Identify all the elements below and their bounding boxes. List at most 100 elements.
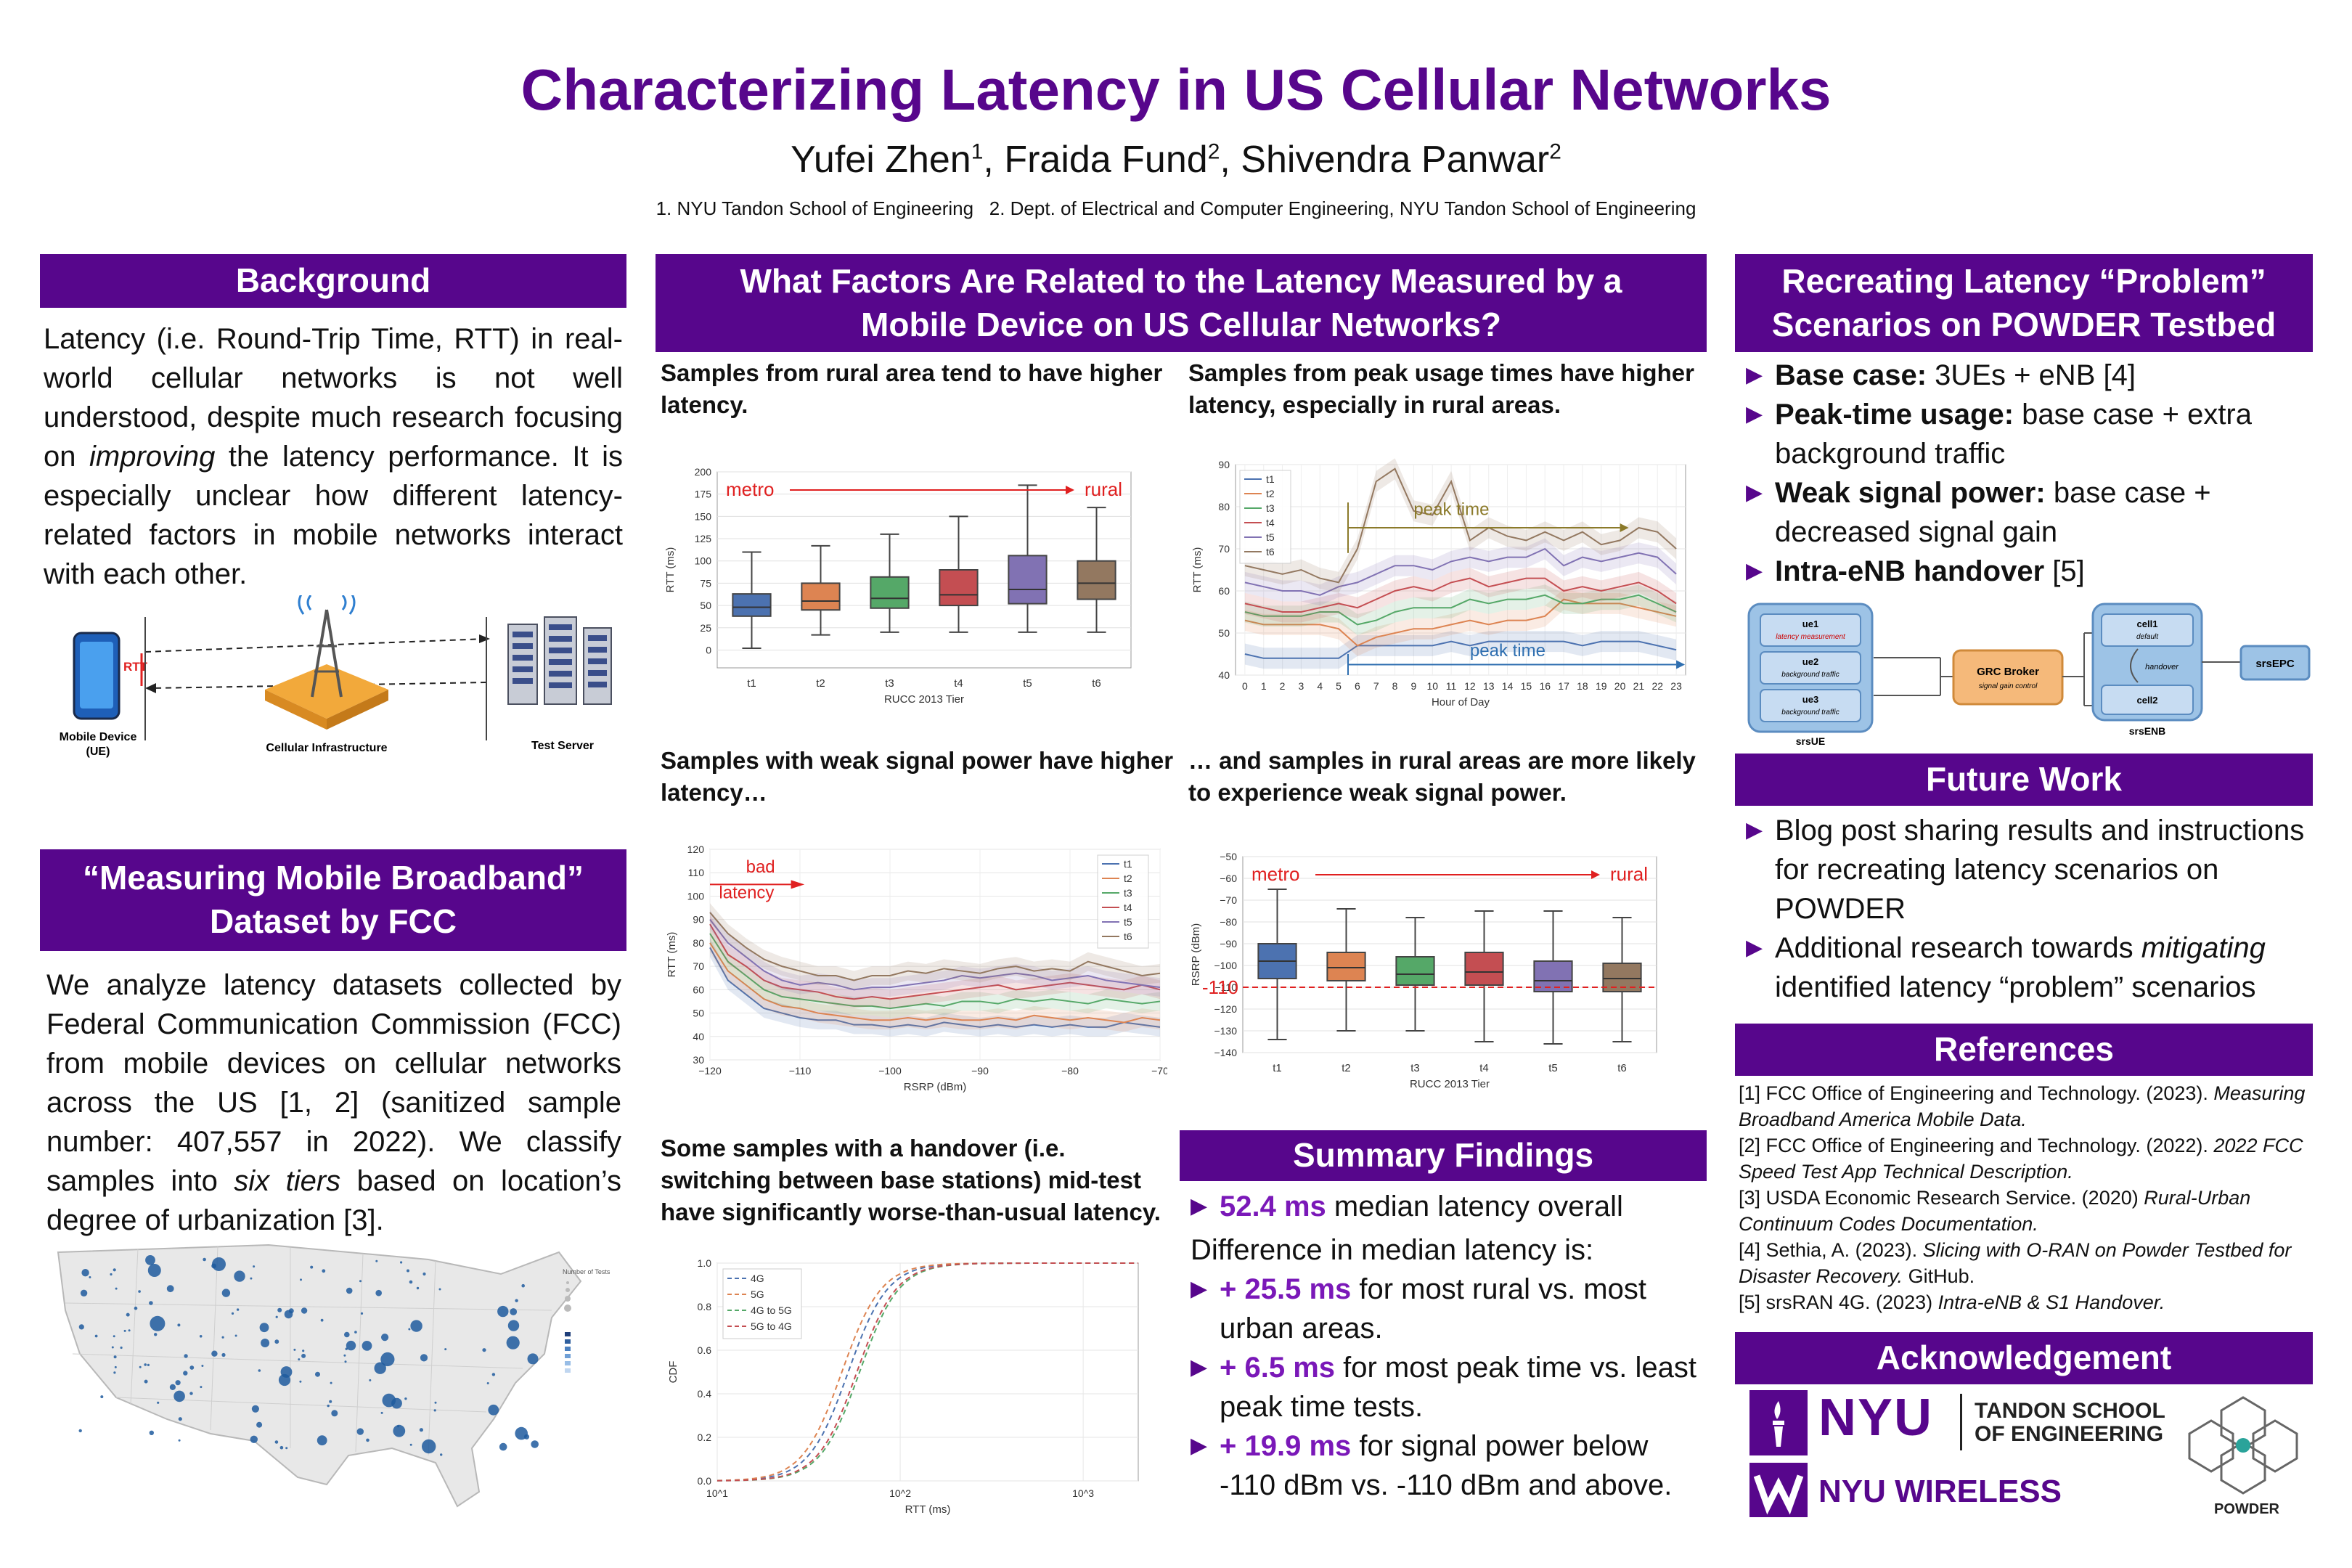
bullet-triangle-icon: ▶ (1746, 363, 1763, 387)
x-tick-label: 10^3 (1072, 1487, 1094, 1499)
confidence-band (1244, 584, 1677, 635)
item-text: [5] (2044, 555, 2085, 587)
server-rack-icon (507, 616, 612, 705)
sample-dot (211, 1350, 218, 1357)
tandon-line-2: OF ENGINEERING (1975, 1422, 2164, 1446)
legend-label: t5 (1266, 531, 1275, 543)
sample-dot (201, 1365, 204, 1367)
srsenb-label: srsENB (2129, 725, 2166, 737)
x-tick-label: 19 (1596, 680, 1607, 692)
summary-text: for most rural vs. most urban areas. (1220, 1273, 1646, 1344)
sample-dot (499, 1442, 507, 1451)
sample-dot (404, 1397, 407, 1400)
sample-dot (300, 1278, 302, 1281)
ref-text: [2] FCC Office of Engineering and Techno… (1739, 1135, 2214, 1156)
dataset-text-part: based on location’s degree of urbanizati… (46, 1165, 621, 1236)
cell1-sub: default (2136, 633, 2159, 641)
x-tick-label: 18 (1577, 680, 1588, 692)
sample-dot (507, 1320, 520, 1331)
y-tick-label: 0.0 (698, 1475, 712, 1487)
ref-text: [4] Sethia, A. (2023). (1739, 1239, 1923, 1261)
sample-dot (320, 1318, 324, 1322)
sample-dot (144, 1379, 148, 1384)
sample-dot (78, 1429, 82, 1433)
sample-dot (258, 1369, 261, 1372)
cell2-label: cell2 (2137, 695, 2158, 706)
background-text: Latency (i.e. Round-Trip Time, RTT) in r… (44, 319, 623, 594)
sample-dot (315, 1371, 320, 1377)
sample-dot (400, 1261, 403, 1264)
ue2-sub: background traffic (1781, 671, 1839, 679)
factors-heading: What Factors Are Related to the Latency … (656, 254, 1707, 352)
plot-frame (716, 471, 1132, 669)
ref-title: Measuring Broadband America Mobile Data. (1739, 1082, 2306, 1130)
series-line (1244, 640, 1677, 659)
series-line (1244, 577, 1677, 613)
annotation-arrowhead (1066, 486, 1074, 494)
tandon-wordmark: TANDON SCHOOL OF ENGINEERING (1975, 1400, 2165, 1446)
references-list: [1] FCC Office of Engineering and Techno… (1739, 1080, 2312, 1315)
background-text-emphasis: improving (89, 441, 216, 473)
sample-dot (310, 1265, 314, 1269)
sample-dot (433, 1409, 436, 1412)
sample-dot (302, 1349, 305, 1352)
box (801, 582, 841, 611)
sample-dot (199, 1335, 203, 1338)
sample-dot (173, 1390, 185, 1402)
legend-label: 5G (751, 1289, 764, 1300)
sample-dot (203, 1257, 206, 1262)
sample-dot (150, 1315, 166, 1331)
rtt-handover-cdf: 0.0 0.2 0.4 0.6 0.8 1.0 10^1 10^2 10^3 RTT (ms) CD… (659, 1249, 1160, 1524)
sample-dot (189, 1365, 195, 1370)
sample-dot (391, 1397, 402, 1409)
powder-wordmark: POWDER (2214, 1501, 2279, 1517)
series-line (709, 947, 1161, 1028)
x-tick-label: −100 (878, 1065, 902, 1077)
y-tick-label: 60 (693, 984, 704, 995)
y-tick-label: −50 (1220, 851, 1237, 862)
sample-dot (409, 1443, 412, 1446)
x-tick-label: 8 (1392, 680, 1398, 692)
sample-dot (422, 1439, 436, 1454)
sample-dot (362, 1341, 372, 1351)
confidence-band (710, 924, 1160, 1018)
bullet-triangle-icon: ▶ (1746, 402, 1763, 426)
sample-dot (366, 1438, 369, 1442)
x-axis-label: RTT (ms) (905, 1503, 951, 1516)
x-tick-label: t5 (1548, 1062, 1558, 1074)
y-tick-label: 0.8 (698, 1301, 712, 1312)
summary-list: ▶ 52.4 ms median latency overall Differen… (1191, 1187, 1699, 1505)
y-axis-label: CDF (667, 1361, 679, 1384)
sample-dot (327, 1404, 330, 1408)
y-tick-label: 120 (687, 844, 705, 855)
sample-dot (123, 1329, 126, 1332)
x-tick-label: t3 (1410, 1062, 1420, 1074)
bullet-triangle-icon: ▶ (1191, 1194, 1208, 1218)
y-tick-label: 0 (706, 644, 711, 656)
sample-dot (183, 1371, 188, 1376)
ue1-label: ue1 (1802, 618, 1818, 629)
sample-dot (506, 1336, 520, 1349)
y-tick-label: 125 (695, 533, 712, 544)
reference-item: [3] USDA Economic Research Service. (202… (1739, 1185, 2312, 1237)
latency-diagram: RTT Mobile Device (UE) Cellular Infrastru… (60, 595, 612, 758)
plot-frame (1242, 856, 1657, 1053)
sample-dot (274, 1440, 279, 1444)
dataset-text: We analyze latency datasets collected by… (46, 965, 621, 1240)
x-axis-label: RUCC 2013 Tier (1410, 1078, 1490, 1090)
box (1077, 560, 1116, 600)
sample-dot (317, 1435, 327, 1446)
summary-item: ▶ + 25.5 ms for most rural vs. most urban… (1191, 1270, 1699, 1348)
series-line (709, 919, 1161, 991)
x-tick-label: 1 (1261, 680, 1267, 692)
sample-dot (149, 1301, 153, 1305)
sample-dot (343, 1354, 346, 1357)
threshold-label: -110 (1202, 976, 1238, 998)
sample-dot (438, 1288, 441, 1291)
sample-dot (434, 1401, 437, 1404)
x-tick-label: 4 (1317, 680, 1323, 692)
y-tick-label: 50 (693, 1008, 704, 1019)
sample-dot (356, 1428, 364, 1435)
broker-sub: signal gain control (1979, 682, 2038, 690)
rtt-by-tier-boxplot: 0 25 50 75 100 125 150 175 200 t1 t2 t3 t4 t5 t6 RUCC 2… (659, 450, 1167, 704)
